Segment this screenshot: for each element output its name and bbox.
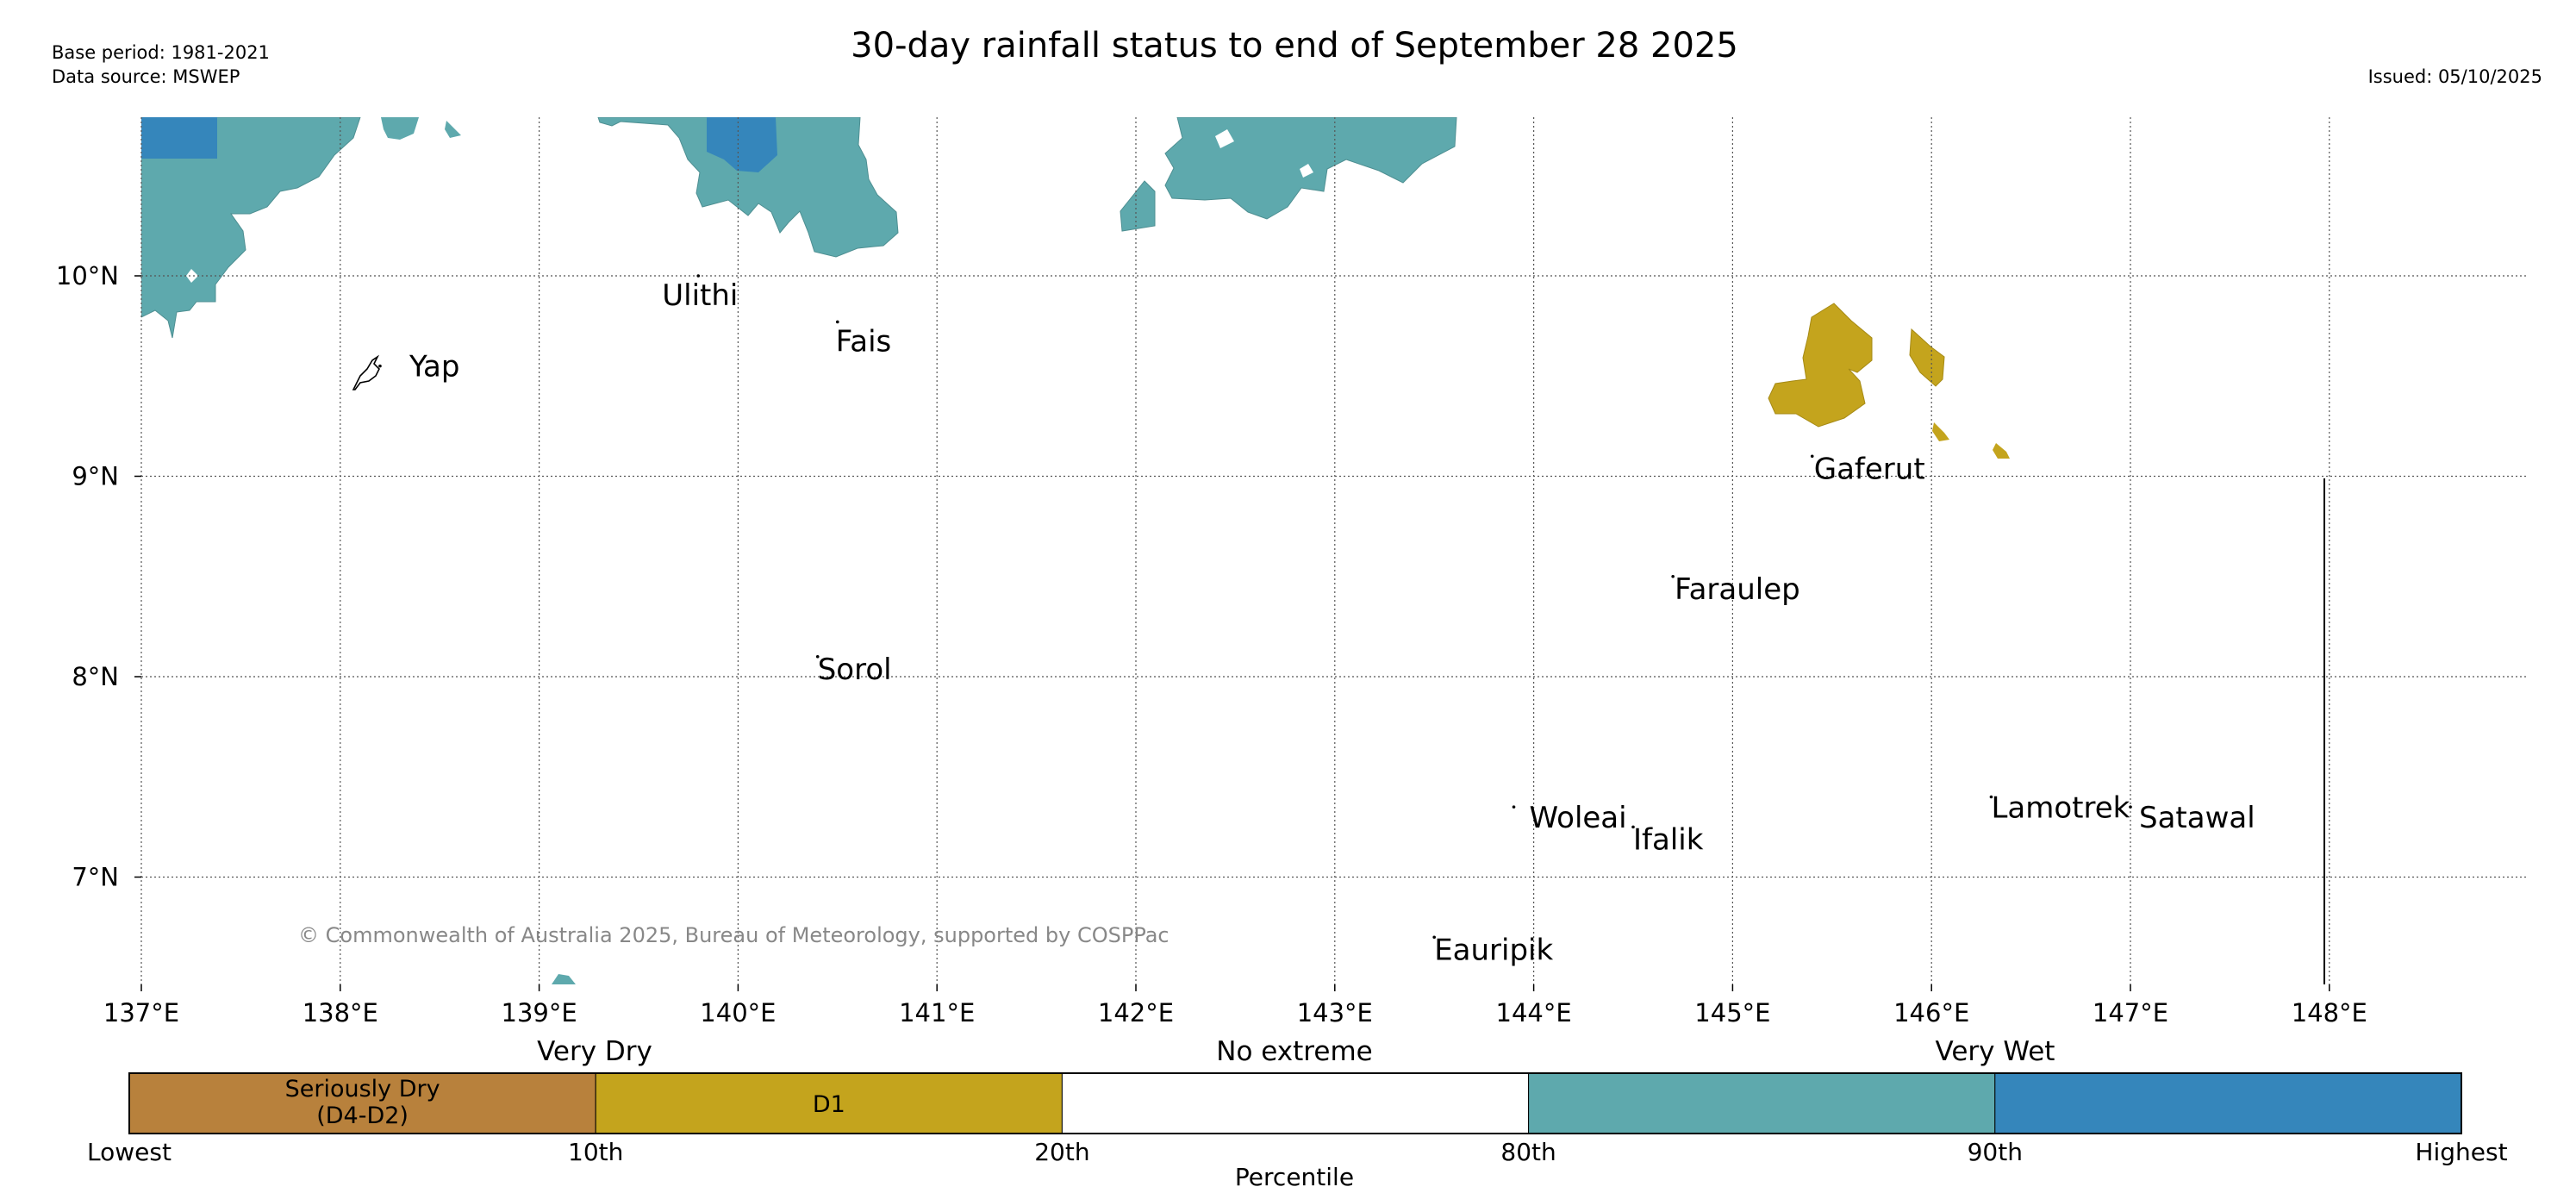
longitude-label: 142°E	[1098, 998, 1174, 1027]
latitude-labels: 10°N 9°N 8°N 7°N	[56, 261, 119, 892]
longitude-label: 139°E	[502, 998, 577, 1027]
longitude-label: 148°E	[2292, 998, 2367, 1027]
longitude-label: 146°E	[1893, 998, 1969, 1027]
island-label: Woleai	[1530, 801, 1627, 835]
colorbar-class-sublabel: (D4-D2)	[316, 1102, 409, 1129]
island-dot	[1432, 935, 1436, 940]
colorbar-tick-labels: Lowest 10th 20th 80th 90th Highest	[87, 1138, 2508, 1166]
map-title: 30-day rainfall status to end of Septemb…	[851, 26, 1738, 66]
longitude-label: 140°E	[700, 998, 776, 1027]
colorbar-segment	[1061, 1072, 1530, 1134]
d1-dry-patch-small-2	[1993, 443, 2010, 459]
graticule	[134, 117, 2529, 991]
island-dot	[1810, 454, 1814, 459]
colorbar-segments: Seriously Dry(D4-D2) D1	[128, 1072, 2462, 1134]
very-wet-blob-east-small	[1120, 180, 1156, 232]
very-wet-hole-3	[1300, 164, 1313, 178]
anomaly-fields	[141, 117, 2010, 984]
latitude-label: 9°N	[72, 462, 119, 491]
longitude-labels: 137°E 138°E 139°E 140°E 141°E 142°E 143°E 144°E…	[103, 998, 2367, 1027]
colorbar-frame	[128, 1072, 2462, 1134]
colorbar-class-label: D1	[813, 1091, 845, 1118]
very-wet-blob-2	[381, 117, 419, 140]
island-label: Faraulep	[1675, 572, 1800, 607]
island-label: Fais	[836, 324, 891, 359]
highest-region-northwest	[141, 117, 217, 159]
island-dot	[815, 654, 820, 659]
island-dot	[1989, 795, 1993, 799]
island-label: Yap	[409, 350, 460, 384]
legend-category-very-wet: Very Wet	[1936, 1036, 2055, 1067]
latitude-label: 7°N	[72, 863, 119, 892]
very-wet-hole-2	[1215, 129, 1234, 148]
d1-dry-patch-small-1	[1932, 422, 1949, 441]
island-dot	[836, 320, 839, 324]
island-label: Gaferut	[1814, 452, 1925, 486]
colorbar-segment	[1528, 1072, 1996, 1134]
very-wet-hole-1	[186, 269, 198, 283]
percentile-colorbar: Very Dry No extreme Very Wet Seriously D…	[87, 1036, 2508, 1191]
longitude-label: 141°E	[899, 998, 975, 1027]
longitude-label: 138°E	[303, 998, 378, 1027]
d1-dry-region-gaferut	[1768, 303, 1873, 428]
colorbar-segment	[1994, 1072, 2462, 1134]
island-dot	[1671, 574, 1675, 578]
colorbar-segment	[128, 1072, 596, 1134]
island-dot	[2129, 805, 2132, 809]
very-wet-region-northwest	[141, 117, 361, 339]
base-period-note: Base period: 1981-2021	[52, 42, 270, 63]
very-wet-blob-south	[552, 974, 576, 984]
very-wet-region-north-central	[597, 117, 899, 258]
legend-category-no-extreme: No extreme	[1216, 1036, 1372, 1067]
colorbar-tick-label: 10th	[568, 1138, 623, 1166]
longitude-label: 137°E	[103, 998, 179, 1027]
island-dot	[378, 364, 382, 368]
island-label: Ulithi	[662, 278, 738, 313]
longitude-label: 144°E	[1496, 998, 1572, 1027]
latitude-label: 8°N	[72, 662, 119, 691]
yap-island-outline	[352, 354, 380, 390]
copyright-notice: © Commonwealth of Australia 2025, Bureau…	[298, 923, 1169, 947]
longitude-label: 147°E	[2093, 998, 2168, 1027]
longitude-label: 143°E	[1297, 998, 1373, 1027]
island-dot	[1512, 805, 1516, 809]
island-label: Ifalik	[1633, 822, 1704, 857]
colorbar-tick-label: 20th	[1034, 1138, 1089, 1166]
colorbar-tick-label: Lowest	[87, 1138, 172, 1166]
data-source-note: Data source: MSWEP	[52, 66, 240, 87]
percentile-axis-label: Percentile	[1235, 1163, 1354, 1190]
colorbar-tick-label: 80th	[1500, 1138, 1556, 1166]
issued-date: Issued: 05/10/2025	[2368, 66, 2542, 87]
d1-dry-patch-east	[1909, 328, 1945, 387]
island-label: Satawal	[2139, 801, 2255, 835]
very-wet-blob-3	[445, 121, 461, 138]
colorbar-tick-label: Highest	[2415, 1138, 2507, 1166]
island-label: Eauripik	[1434, 933, 1553, 967]
highest-region-north-central	[707, 117, 777, 172]
legend-category-very-dry: Very Dry	[537, 1036, 652, 1067]
colorbar-tick-label: 90th	[1968, 1138, 2023, 1166]
latitude-label: 10°N	[56, 261, 119, 290]
longitude-label: 145°E	[1694, 998, 1770, 1027]
island-label: Lamotrek	[1991, 791, 2130, 826]
island-label: Sorol	[818, 653, 892, 687]
island-markers: Yap Ulithi Fais Gaferut Faraulep Sorol WoleaiI…	[378, 274, 2255, 967]
colorbar-class-label: Seriously Dry	[285, 1076, 440, 1102]
island-dot	[1631, 825, 1635, 829]
map-area: Yap Ulithi Fais Gaferut Faraulep Sorol WoleaiI…	[56, 117, 2529, 1027]
island-dot	[696, 274, 701, 278]
